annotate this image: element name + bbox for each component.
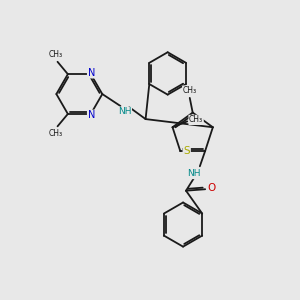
Text: CH₃: CH₃ xyxy=(183,86,197,95)
Text: NH: NH xyxy=(118,107,131,116)
Text: O: O xyxy=(208,183,216,193)
Text: CH₃: CH₃ xyxy=(49,50,63,59)
Text: S: S xyxy=(183,146,190,156)
Text: CH₃: CH₃ xyxy=(189,116,203,124)
Text: NH: NH xyxy=(187,169,201,178)
Text: N: N xyxy=(88,110,95,120)
Text: N: N xyxy=(88,68,95,78)
Text: CH₃: CH₃ xyxy=(49,129,63,138)
